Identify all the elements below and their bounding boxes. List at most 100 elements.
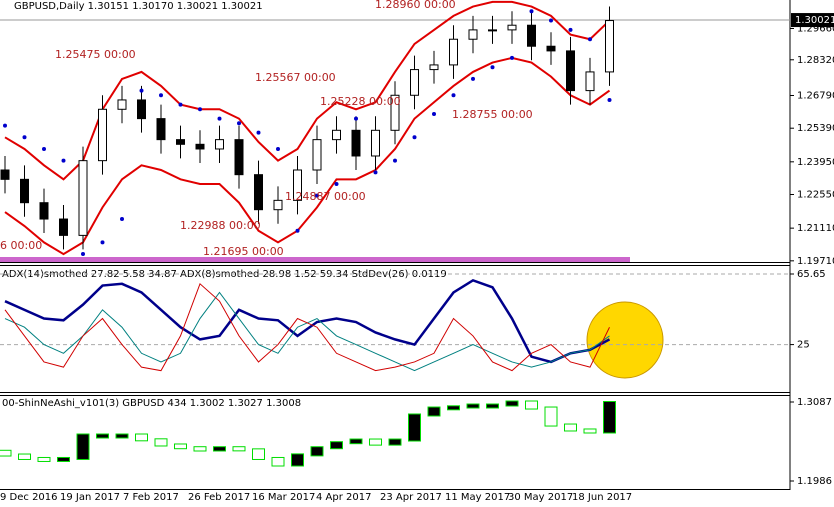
annotation: 1.28960 00:00 (375, 0, 456, 11)
ha-bar (544, 406, 558, 427)
sar-dot (412, 135, 417, 140)
x-tick-label: 19 Jan 2017 (60, 492, 120, 503)
candle-body (332, 129, 341, 141)
candle-body (254, 174, 263, 211)
ha-bar (466, 403, 480, 409)
sar-dot (393, 158, 397, 163)
candle-body (59, 218, 68, 236)
candle-body (293, 169, 302, 201)
candle-body (137, 99, 146, 120)
ha-bar (447, 405, 460, 411)
x-tick-label: 26 Feb 2017 (188, 492, 250, 503)
candle-body (312, 139, 322, 171)
y-tick-label: 1.28320 (797, 55, 834, 66)
y-tick-label: 1.1986 (797, 476, 832, 487)
y-tick-label: 1.22550 (797, 190, 834, 201)
ha-bar (427, 406, 441, 417)
candle-body (585, 71, 595, 92)
candle-body (273, 199, 283, 211)
candle-body (195, 143, 205, 150)
candle-body (176, 139, 185, 145)
sar-dot (568, 27, 573, 32)
sar-dot (451, 93, 456, 98)
ha-bar (174, 443, 187, 450)
sar-dot (3, 123, 7, 128)
sar-dot (159, 93, 163, 98)
sar-dot (237, 121, 241, 126)
sar-dot (529, 9, 534, 14)
sar-dot (120, 217, 124, 222)
candle-body (215, 139, 224, 150)
ha-bar (115, 433, 129, 439)
candle-body (429, 64, 439, 71)
sar-dot (81, 252, 85, 257)
y-tick-label: 1.3087 (797, 397, 832, 408)
x-tick-label: 30 May 2017 (508, 492, 573, 503)
sar-dot (61, 158, 66, 163)
sar-dot (490, 65, 495, 70)
y-tick-label: 1.26790 (797, 91, 834, 102)
annotation: 1.25228 00:00 (320, 95, 401, 108)
sar-dot (276, 146, 280, 151)
annotation: 1.24887 00:00 (285, 190, 366, 203)
y-tick-label: 1.21110 (797, 223, 834, 234)
x-tick-label: 11 May 2017 (445, 492, 510, 503)
sar-dot (178, 102, 183, 107)
candle-body (546, 45, 556, 52)
ha-bar (349, 438, 363, 445)
ha-bar (193, 446, 207, 452)
sar-dot (510, 55, 514, 60)
ha-bar (57, 456, 70, 462)
sar-dot (217, 116, 222, 121)
candle-body (507, 24, 517, 31)
sar-dot (588, 37, 592, 42)
y-tick-label: 1.23950 (797, 157, 834, 168)
ha-bar (603, 401, 616, 434)
sar-dot (432, 111, 436, 116)
sar-dot (471, 76, 475, 81)
sar-dot (256, 130, 261, 135)
ha-bar (525, 400, 538, 410)
ha-bar (310, 446, 324, 457)
indicator-line (4, 282, 610, 372)
x-tick-label: 7 Feb 2017 (123, 492, 179, 503)
sar-dot (373, 170, 378, 175)
marker-strip (0, 257, 630, 262)
annotation: 1.21695 00:00 (203, 245, 284, 258)
y-tick-label: 25 (797, 340, 810, 351)
sar-dot (549, 18, 553, 23)
ha-bar (583, 428, 597, 434)
candle-body (20, 178, 29, 204)
indicator-line (4, 278, 611, 364)
sar-dot (42, 146, 46, 151)
sar-dot (100, 240, 105, 245)
sar-dot (607, 97, 612, 102)
candle-body (78, 160, 88, 236)
annotation: 6 00:00 (0, 239, 42, 252)
candle-body (527, 24, 536, 47)
ha-bar (18, 453, 31, 460)
y-tick-label: 1.29660 (797, 23, 834, 34)
sar-dot (22, 135, 27, 140)
candle-body (156, 118, 166, 141)
x-tick-label: 23 Apr 2017 (380, 492, 442, 503)
candle-body (98, 108, 107, 162)
annotation: 1.25475 00:00 (55, 48, 136, 61)
candle-body (371, 129, 380, 157)
annotation: 1.22988 00:00 (180, 219, 261, 232)
ha-bar (564, 423, 577, 432)
candle-body (0, 169, 10, 180)
annotation: 1.25567 00:00 (255, 71, 336, 84)
ha-bar (369, 438, 382, 446)
candle-body (605, 20, 614, 73)
y-tick-label: 1.19710 (797, 256, 834, 267)
sar-dot (354, 116, 358, 121)
candle-body (39, 202, 49, 220)
current-price-box (791, 13, 834, 28)
main-title: GBPUSD,Daily 1.30151 1.30170 1.30021 1.3… (14, 1, 263, 12)
ha-bar (96, 433, 109, 439)
ha-bar (388, 438, 402, 446)
y-tick-label: 1.25390 (797, 123, 834, 134)
ha-bar (486, 403, 499, 409)
